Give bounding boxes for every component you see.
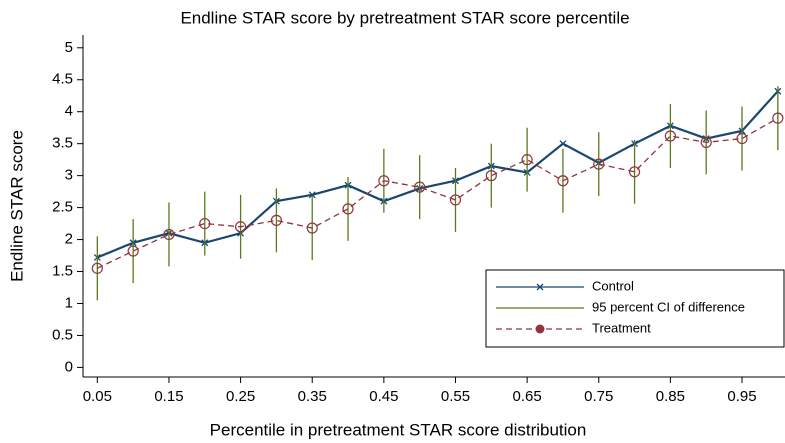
marker bbox=[234, 221, 247, 233]
legend-marker bbox=[536, 283, 544, 291]
y-tick-label: 2.5 bbox=[52, 199, 73, 216]
marker bbox=[449, 194, 462, 206]
marker bbox=[628, 166, 641, 178]
x-tick-label: 0.95 bbox=[727, 388, 756, 405]
y-tick-label: 3 bbox=[65, 167, 73, 184]
series-line bbox=[96, 90, 779, 259]
marker bbox=[308, 191, 316, 199]
legend-label: Treatment bbox=[592, 320, 651, 335]
x-tick-label: 0.65 bbox=[513, 388, 542, 405]
y-tick-label: 1.5 bbox=[52, 262, 73, 279]
chart-title: Endline STAR score by pretreatment STAR … bbox=[180, 8, 629, 27]
x-axis-title: Percentile in pretreatment STAR score di… bbox=[210, 420, 587, 439]
marker bbox=[378, 175, 390, 187]
y-tick-label: 0 bbox=[65, 358, 73, 375]
x-tick-label: 0.15 bbox=[154, 388, 183, 405]
y-tick-label: 1 bbox=[65, 294, 73, 311]
marker bbox=[772, 112, 784, 124]
marker bbox=[414, 181, 426, 193]
legend-label: Control bbox=[592, 278, 634, 293]
x-tick-label: 0.45 bbox=[369, 388, 398, 405]
marker bbox=[593, 158, 605, 170]
marker bbox=[199, 217, 211, 230]
y-tick-label: 4.5 bbox=[52, 71, 73, 88]
marker bbox=[91, 262, 103, 274]
marker bbox=[127, 245, 139, 257]
y-tick-label: 0.5 bbox=[52, 326, 73, 343]
marker bbox=[736, 132, 748, 145]
y-tick-label: 5 bbox=[65, 39, 73, 56]
marker bbox=[342, 203, 354, 215]
marker bbox=[559, 140, 567, 148]
plot-area bbox=[91, 86, 784, 301]
marker bbox=[700, 136, 712, 148]
series-line bbox=[97, 117, 779, 269]
marker bbox=[557, 175, 569, 187]
x-tick-label: 0.35 bbox=[298, 388, 327, 405]
legend-marker bbox=[535, 324, 545, 334]
y-axis-title: Endline STAR score bbox=[7, 130, 26, 282]
marker bbox=[163, 228, 175, 241]
y-tick-label: 2 bbox=[65, 231, 73, 248]
x-tick-label: 0.55 bbox=[441, 388, 470, 405]
x-tick-label: 0.25 bbox=[226, 388, 255, 405]
legend-label: 95 percent CI of difference bbox=[592, 299, 745, 314]
marker bbox=[664, 130, 676, 142]
x-tick-label: 0.75 bbox=[584, 388, 613, 405]
x-tick-label: 0.85 bbox=[656, 388, 685, 405]
y-tick-label: 3.5 bbox=[52, 135, 73, 152]
marker bbox=[270, 214, 283, 226]
marker bbox=[485, 170, 497, 182]
x-tick-label: 0.05 bbox=[83, 388, 112, 405]
y-tick-label: 4 bbox=[65, 103, 73, 120]
marker bbox=[306, 222, 318, 234]
marker bbox=[521, 154, 533, 166]
